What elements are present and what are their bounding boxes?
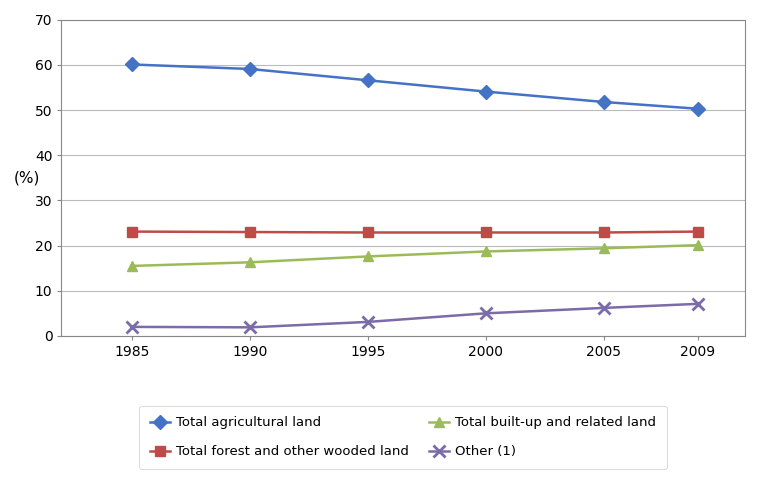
Other (1) (363, 319, 372, 325)
Other (1) (246, 325, 255, 330)
Legend: Total agricultural land, Total forest and other wooded land, Total built-up and : Total agricultural land, Total forest an… (140, 406, 667, 469)
Total built-up and related land (127, 263, 137, 269)
Line: Other (1): Other (1) (127, 298, 703, 333)
Total built-up and related land (481, 248, 490, 254)
Total forest and other wooded land (363, 230, 372, 236)
Total agricultural land (599, 99, 608, 105)
Total forest and other wooded land (694, 229, 703, 235)
Total built-up and related land (246, 259, 255, 265)
Total agricultural land (481, 88, 490, 94)
Total built-up and related land (694, 242, 703, 248)
Total agricultural land (694, 106, 703, 112)
Total built-up and related land (363, 253, 372, 259)
Line: Total forest and other wooded land: Total forest and other wooded land (127, 227, 703, 237)
Line: Total built-up and related land: Total built-up and related land (127, 240, 703, 271)
Total built-up and related land (599, 246, 608, 251)
Line: Total agricultural land: Total agricultural land (127, 60, 703, 114)
Other (1) (599, 305, 608, 311)
Other (1) (127, 324, 137, 330)
Total forest and other wooded land (599, 230, 608, 236)
Total forest and other wooded land (481, 230, 490, 236)
Other (1) (694, 301, 703, 307)
Total agricultural land (127, 62, 137, 68)
Total agricultural land (363, 78, 372, 83)
Y-axis label: (%): (%) (13, 170, 40, 185)
Total forest and other wooded land (246, 229, 255, 235)
Total agricultural land (246, 66, 255, 72)
Other (1) (481, 310, 490, 316)
Total forest and other wooded land (127, 229, 137, 235)
